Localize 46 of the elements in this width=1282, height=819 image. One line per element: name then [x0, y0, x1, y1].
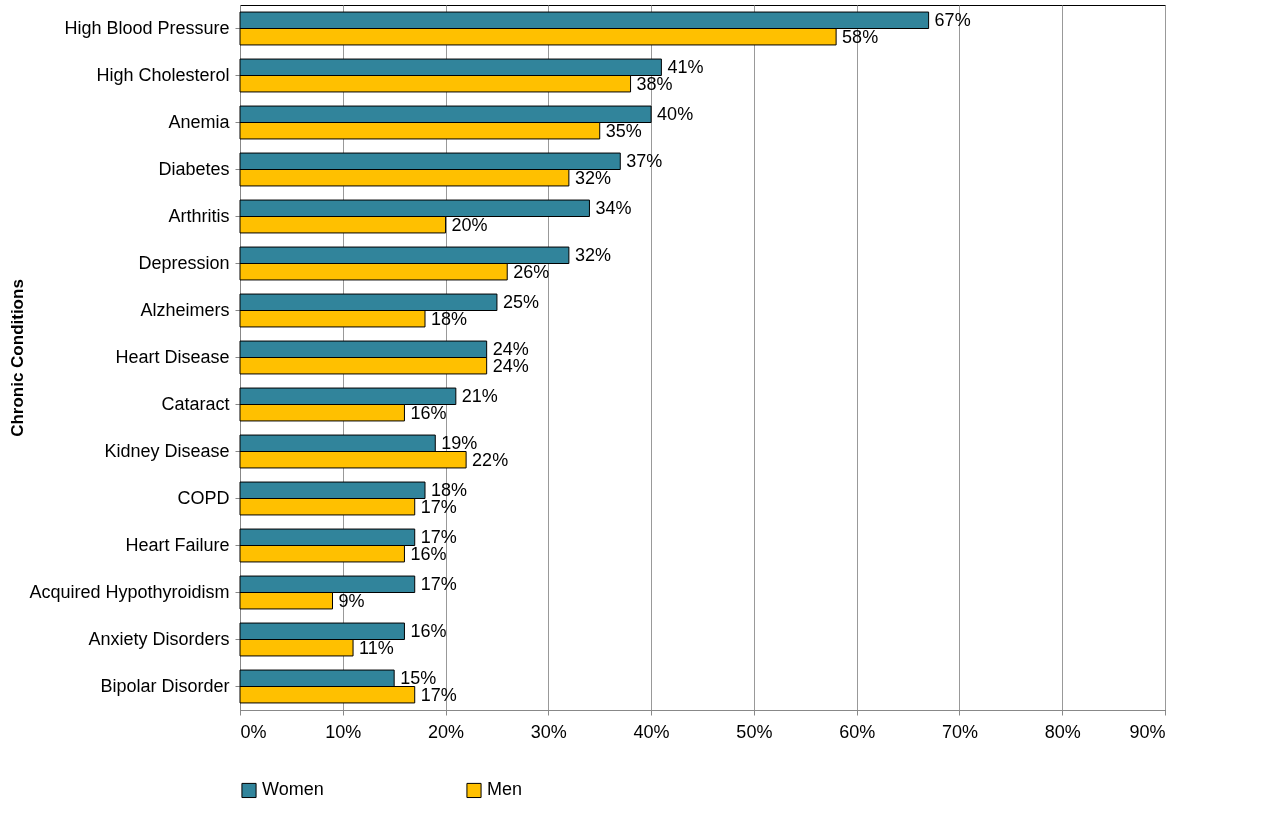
y-tick-label: Arthritis	[168, 205, 230, 226]
y-tick-label: Diabetes	[158, 158, 230, 179]
data-label: 37%	[626, 151, 663, 172]
y-tick-label: Heart Failure	[125, 534, 230, 555]
y-tick-label: Alzheimers	[140, 299, 230, 320]
y-tick-label: Kidney Disease	[104, 440, 230, 461]
data-label: 25%	[502, 292, 539, 313]
x-tick-label: 90%	[1129, 721, 1166, 742]
x-tick-label: 50%	[736, 721, 773, 742]
y-axis-title: Chronic Conditions	[7, 279, 27, 437]
legend-label: Men	[487, 779, 523, 800]
y-tick-label: Cataract	[161, 393, 230, 414]
data-label: 32%	[574, 167, 611, 188]
data-label: 40%	[657, 104, 694, 125]
data-label: 34%	[595, 198, 632, 219]
x-tick-label: 80%	[1044, 721, 1081, 742]
x-tick-label: 60%	[839, 721, 876, 742]
x-tick-label: 40%	[633, 721, 670, 742]
y-tick-label: Heart Disease	[115, 346, 230, 367]
data-label: 18%	[431, 308, 468, 329]
y-tick-label: COPD	[177, 487, 230, 508]
data-label: 16%	[410, 402, 447, 423]
data-label: 35%	[605, 120, 642, 141]
data-label: 16%	[410, 621, 447, 642]
data-label: 20%	[451, 214, 488, 235]
data-label: 21%	[461, 386, 498, 407]
data-label: 67%	[934, 10, 971, 31]
data-label: 26%	[513, 261, 550, 282]
legend-label: Women	[262, 779, 324, 800]
y-tick-label: Bipolar Disorder	[100, 675, 230, 696]
data-label: 9%	[338, 590, 365, 611]
y-tick-label: Anemia	[168, 111, 231, 132]
y-tick-label: High Blood Pressure	[64, 17, 230, 38]
data-label: 11%	[359, 637, 394, 658]
x-tick-label: 0%	[240, 721, 267, 742]
y-tick-label: Acquired Hypothyroidism	[29, 581, 230, 602]
x-tick-label: 10%	[325, 721, 362, 742]
data-label: 58%	[842, 26, 879, 47]
data-label: 32%	[574, 245, 611, 266]
x-tick-label: 30%	[530, 721, 567, 742]
y-tick-label: Depression	[138, 252, 230, 273]
x-tick-label: 70%	[941, 721, 978, 742]
data-label: 17%	[420, 574, 457, 595]
y-tick-label: High Cholesterol	[96, 64, 230, 85]
x-tick-label: 20%	[428, 721, 465, 742]
y-tick-label: Anxiety Disorders	[88, 628, 230, 649]
